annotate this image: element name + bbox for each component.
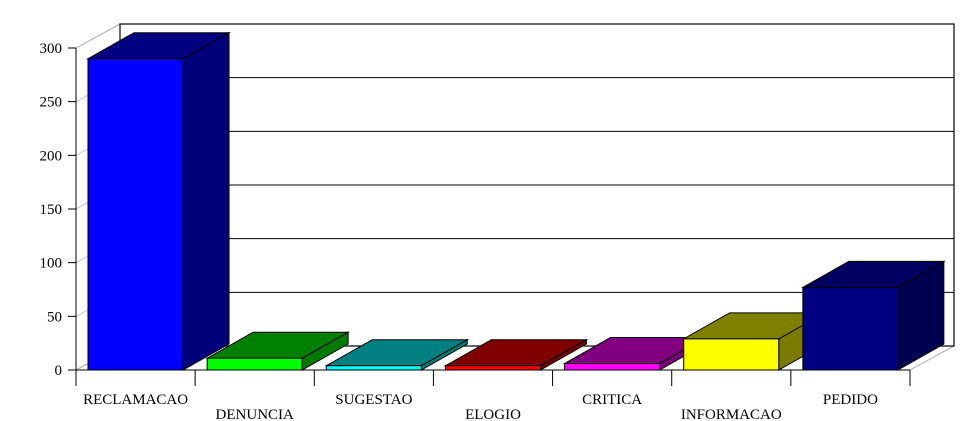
bar-front — [444, 365, 541, 371]
x-tick-label: CRITICA — [582, 392, 642, 408]
bar-front — [683, 338, 780, 371]
bar-front — [802, 286, 899, 371]
bar-side — [182, 31, 230, 371]
bar-front — [564, 363, 661, 371]
y-axis: 0 50 100 150 200 250 300 — [40, 41, 77, 379]
bar-reclamacao — [86, 31, 231, 371]
y-tick-label: 200 — [40, 148, 63, 164]
y-tick-label: 150 — [40, 202, 63, 218]
x-tick-label: INFORMACAO — [681, 407, 782, 421]
x-tick-label: PEDIDO — [823, 392, 878, 408]
x-tick-label: RECLAMACAO — [83, 392, 188, 408]
bar-pedido — [800, 260, 946, 371]
y-tick-label: 0 — [55, 363, 63, 379]
y-tick-label: 250 — [40, 95, 63, 111]
bar-denuncia — [205, 331, 351, 371]
bar-front — [325, 365, 422, 371]
bar-front — [87, 58, 184, 371]
x-tick-label: SUGESTAO — [335, 392, 412, 408]
y-tick-label: 100 — [40, 256, 63, 272]
x-tick-label: ELOGIO — [465, 407, 521, 421]
bars — [86, 31, 946, 371]
x-tick-label: DENUNCIA — [216, 407, 294, 421]
bar-front — [206, 357, 303, 371]
y-tick-label: 300 — [40, 41, 63, 57]
y-tick-label: 50 — [47, 309, 62, 325]
x-axis-labels: RECLAMACAO DENUNCIA SUGESTAO ELOGIO CRITICA I… — [75, 369, 911, 421]
bar-sugestao — [324, 338, 470, 371]
